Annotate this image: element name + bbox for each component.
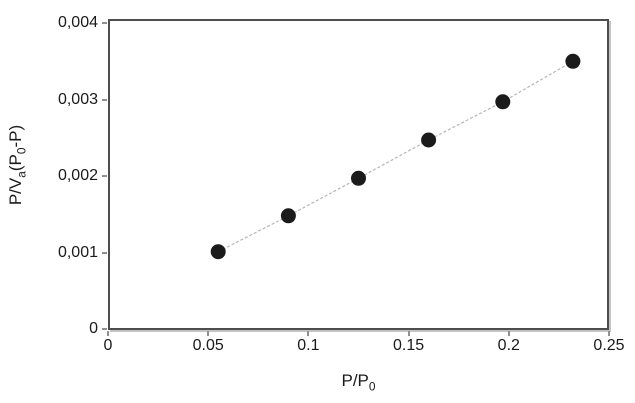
y-tick-label: 0: [89, 320, 98, 337]
y-axis-title-text: (P: [6, 154, 25, 172]
x-tick-label: 0.15: [393, 337, 425, 354]
x-tick-label: 0.2: [497, 337, 520, 354]
y-axis-title-text: P/V: [6, 177, 25, 206]
y-tick-mark: [102, 175, 107, 177]
y-axis-title-subscript-0: 0: [14, 147, 29, 155]
y-tick-label: 0,002: [57, 167, 98, 184]
x-tick-mark: [608, 331, 610, 336]
x-tick-mark: [407, 331, 410, 336]
y-tick-mark: [102, 98, 107, 101]
y-tick-label: 0,003: [57, 90, 98, 108]
x-axis-title: P/P0: [108, 371, 609, 394]
x-tick-label: 0.1: [297, 337, 320, 354]
x-tick-mark: [507, 331, 510, 336]
x-tick-label: 0.05: [192, 337, 224, 354]
x-tick-mark: [107, 331, 109, 336]
y-tick-label: 0,001: [57, 243, 98, 261]
plot-area: [108, 19, 609, 330]
y-axis-title-text: -P): [6, 124, 25, 148]
y-tick-label: 0,004: [57, 14, 98, 31]
x-tick-mark: [307, 331, 310, 336]
x-axis-title-text: P/P: [341, 371, 369, 390]
y-tick-mark: [102, 251, 107, 254]
y-tick-mark: [102, 22, 107, 24]
x-tick-mark: [207, 331, 210, 336]
x-tick-label: 0.25: [593, 337, 625, 354]
x-axis-title-subscript-0: 0: [368, 379, 376, 394]
y-tick-mark: [102, 328, 107, 330]
y-axis-title-subscript-a: a: [14, 171, 29, 178]
y-axis-title: P/Va(P0-P): [6, 124, 29, 206]
x-tick-label: 0: [103, 337, 113, 354]
